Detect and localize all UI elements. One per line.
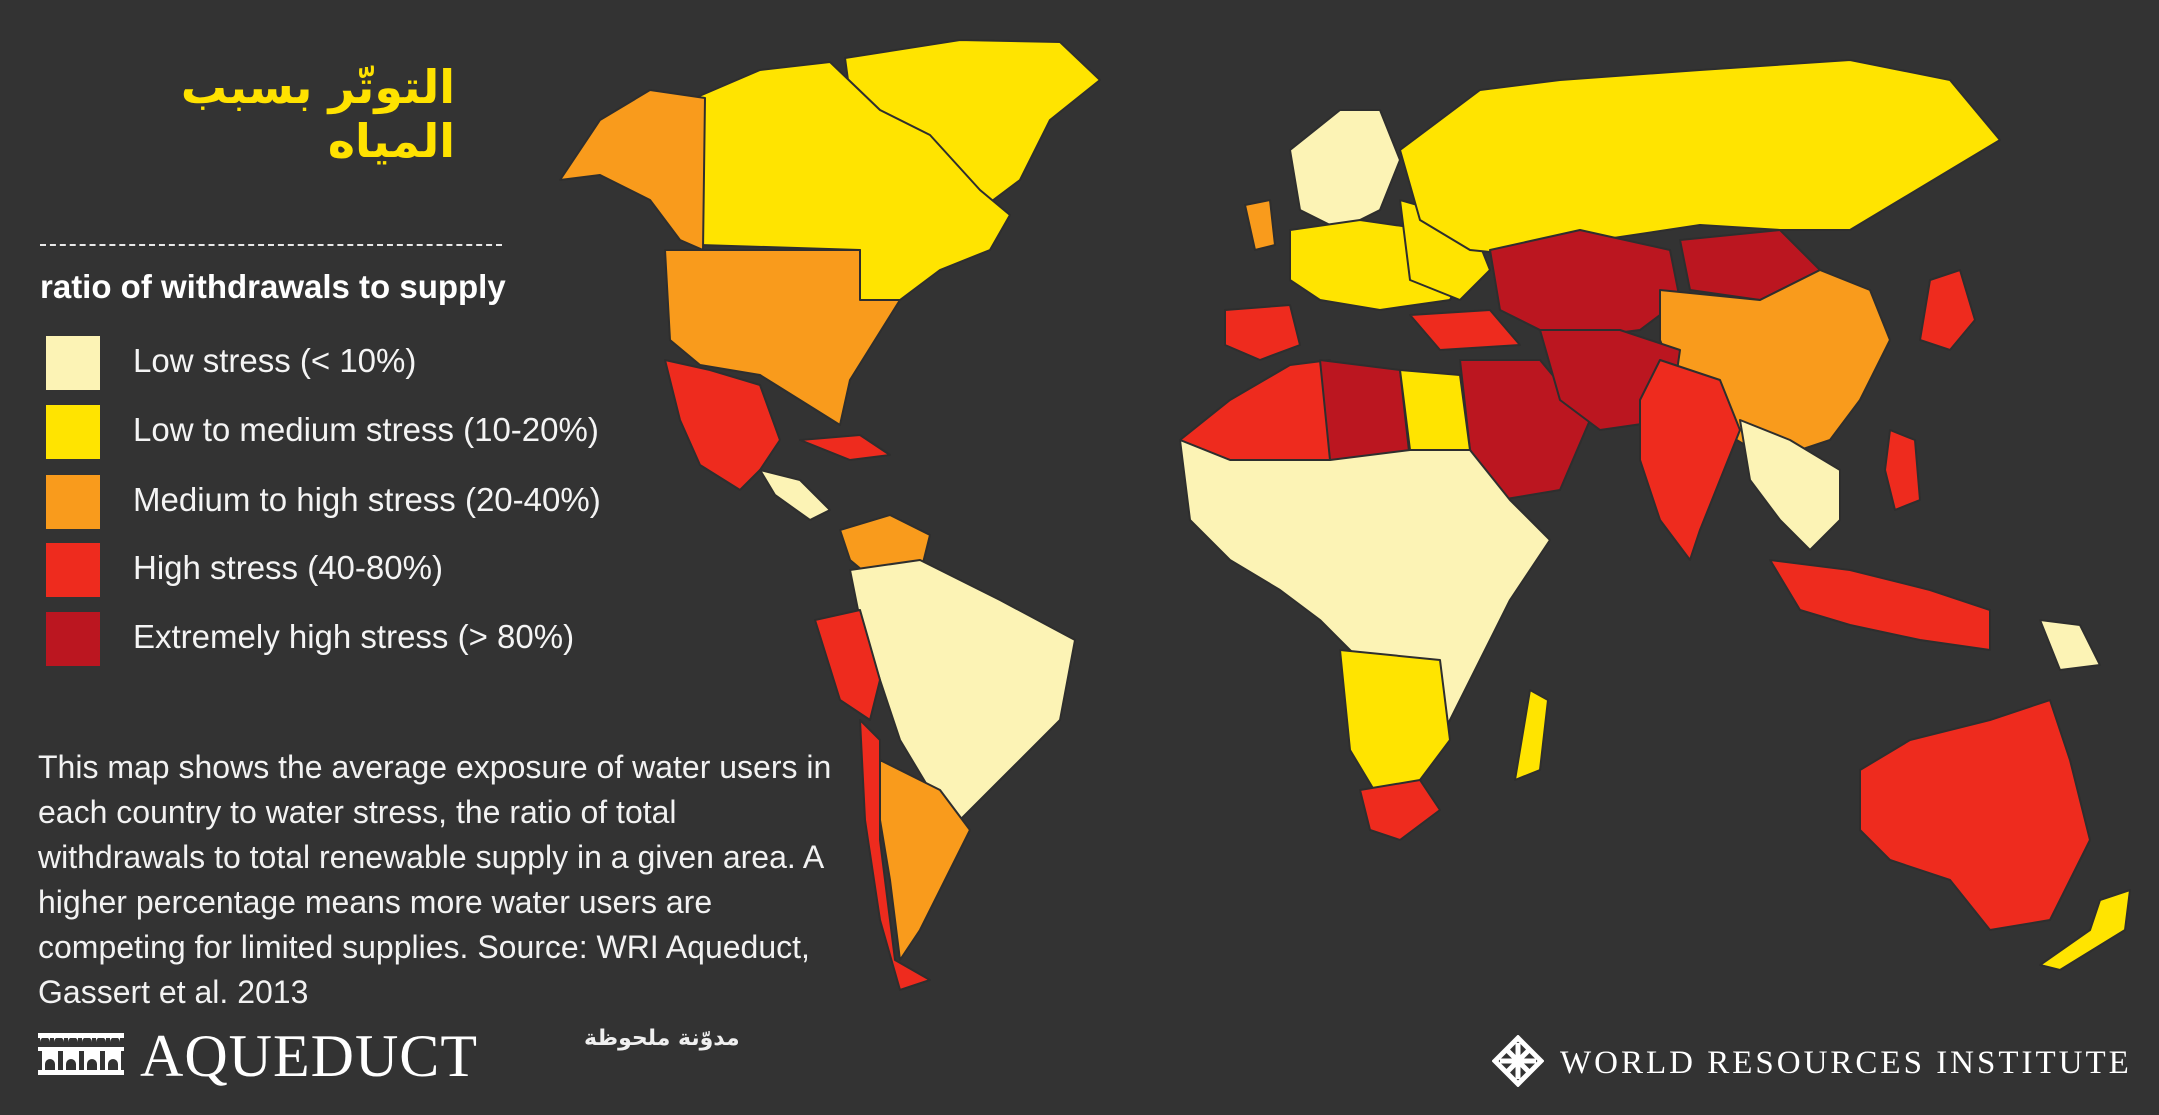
region-southeast-asia	[1739, 419, 1841, 551]
region-egypt	[1399, 369, 1471, 451]
region-northern-europe	[1289, 109, 1401, 231]
region-united-states	[664, 249, 901, 426]
region-south-africa	[1359, 779, 1441, 841]
region-central-asia	[1489, 229, 1681, 341]
region-india	[1639, 359, 1741, 561]
blog-watermark: مدوّنة ملحوظة	[584, 1026, 740, 1051]
africa	[1179, 359, 1551, 841]
region-philippines	[1884, 429, 1921, 511]
aqueduct-wordmark: AQUEDUCT	[140, 1023, 478, 1089]
legend-label: Extremely high stress (> 80%)	[133, 618, 575, 655]
region-madagascar	[1514, 689, 1549, 781]
legend-title: ratio of withdrawals to supply	[40, 268, 506, 305]
region-canada	[689, 61, 1011, 301]
map-description: This map shows the average exposure of w…	[38, 749, 832, 1010]
legend-swatch	[46, 475, 100, 529]
asia	[1399, 59, 2101, 671]
wri-logo: WORLD RESOURCES INSTITUTE	[1492, 1035, 2129, 1090]
region-argentina	[879, 759, 971, 961]
region-central-america	[759, 469, 831, 521]
legend-label: High stress (40-80%)	[133, 549, 443, 586]
region-japan	[1919, 269, 1976, 351]
region-caribbean	[799, 434, 891, 461]
region-russia	[1399, 59, 2001, 256]
oceania	[1859, 699, 2131, 971]
region-peru	[814, 609, 881, 721]
region-sub-saharan-africa	[1179, 439, 1551, 741]
region-libya	[1319, 359, 1411, 461]
region-united-kingdom	[1244, 199, 1276, 251]
wri-knot-icon	[1492, 1035, 1544, 1087]
legend-divider	[40, 244, 502, 246]
aqueduct-logo: AQUEDUCT	[38, 1023, 477, 1089]
region-papua-new-guinea	[2039, 619, 2101, 671]
region-turkey	[1409, 309, 1521, 351]
map-title: التوتّر بسبب المياه	[180, 60, 455, 168]
legend-swatch	[46, 405, 100, 459]
north-america	[559, 39, 1101, 521]
legend-label: Low to medium stress (10-20%)	[133, 411, 599, 448]
region-australia	[1859, 699, 2091, 931]
legend-label: Low stress (< 10%)	[133, 342, 417, 379]
region-indonesia	[1769, 559, 1991, 651]
region-new-zealand	[2039, 889, 2131, 971]
legend-swatch	[46, 612, 100, 666]
legend-swatch	[46, 336, 100, 390]
region-iberia	[1224, 304, 1301, 361]
region-southern-africa	[1339, 649, 1451, 801]
aqueduct-arches-icon	[38, 1033, 124, 1075]
region-alaska	[559, 89, 706, 251]
wri-wordmark: WORLD RESOURCES INSTITUTE	[1560, 1045, 2132, 1081]
legend-swatch	[46, 543, 100, 597]
legend-label: Medium to high stress (20-40%)	[133, 481, 601, 518]
south-america	[814, 514, 1076, 991]
region-chile	[859, 719, 931, 991]
